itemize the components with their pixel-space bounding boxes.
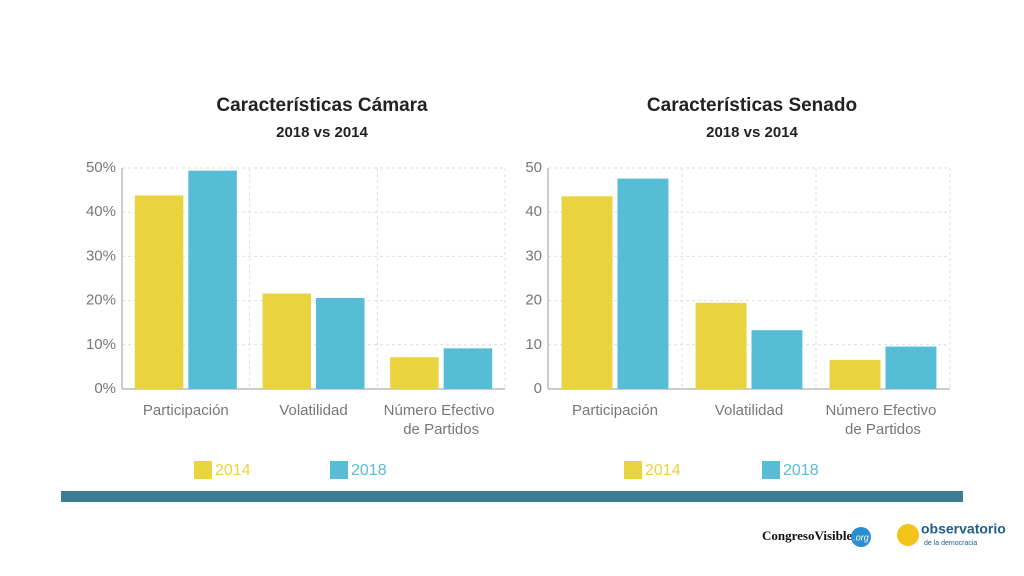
x-tick-label: Volatilidad [279,402,347,419]
bar [617,178,669,389]
legend-label: 2018 [783,462,819,479]
y-tick-label: 40% [86,203,116,220]
y-tick-label: 50% [86,159,116,176]
y-tick-label: 50 [525,159,542,176]
legend-swatch [194,461,212,479]
y-tick-label: 0 [534,380,542,397]
legend-swatch [330,461,348,479]
bar [316,297,365,389]
logo-badge [851,527,871,547]
x-tick-label: Número Efectivo de Partidos [384,402,499,438]
logo-icon [897,524,919,546]
logo-text: de la democracia [924,540,977,547]
bar [695,302,747,389]
logo-text: CongresoVisible [762,528,853,543]
legend-swatch [624,461,642,479]
bar [262,293,311,389]
legend-label: 2014 [215,462,251,479]
chart-title: Características Cámara [216,95,428,116]
chart-title: Características Senado [647,95,857,116]
bar [134,195,184,389]
logo-text: .org [853,532,869,542]
bar [751,330,803,389]
bar [390,357,439,389]
y-tick-label: 40 [525,203,542,220]
x-tick-label: Número Efectivo de Partidos [825,402,940,438]
x-tick-label: Participación [143,402,229,419]
y-tick-label: 20 [525,292,542,309]
bar [885,346,937,389]
legend-label: 2018 [351,462,387,479]
bar [561,196,613,389]
x-tick-label: Volatilidad [715,402,783,419]
chart-subtitle: 2018 vs 2014 [706,124,798,141]
chart-subtitle: 2018 vs 2014 [276,124,368,141]
y-tick-label: 0% [94,380,116,397]
legend-swatch [762,461,780,479]
y-tick-label: 20% [86,292,116,309]
bar [188,170,237,389]
bar [829,359,881,389]
x-tick-label: Participación [572,402,658,419]
y-tick-label: 30% [86,247,116,264]
y-tick-label: 10 [525,336,542,353]
y-tick-label: 10% [86,336,116,353]
logo-text: observatorio [921,521,1006,537]
legend-label: 2014 [645,462,681,479]
y-tick-label: 30 [525,247,542,264]
divider-band [61,491,963,502]
bar [443,348,493,389]
